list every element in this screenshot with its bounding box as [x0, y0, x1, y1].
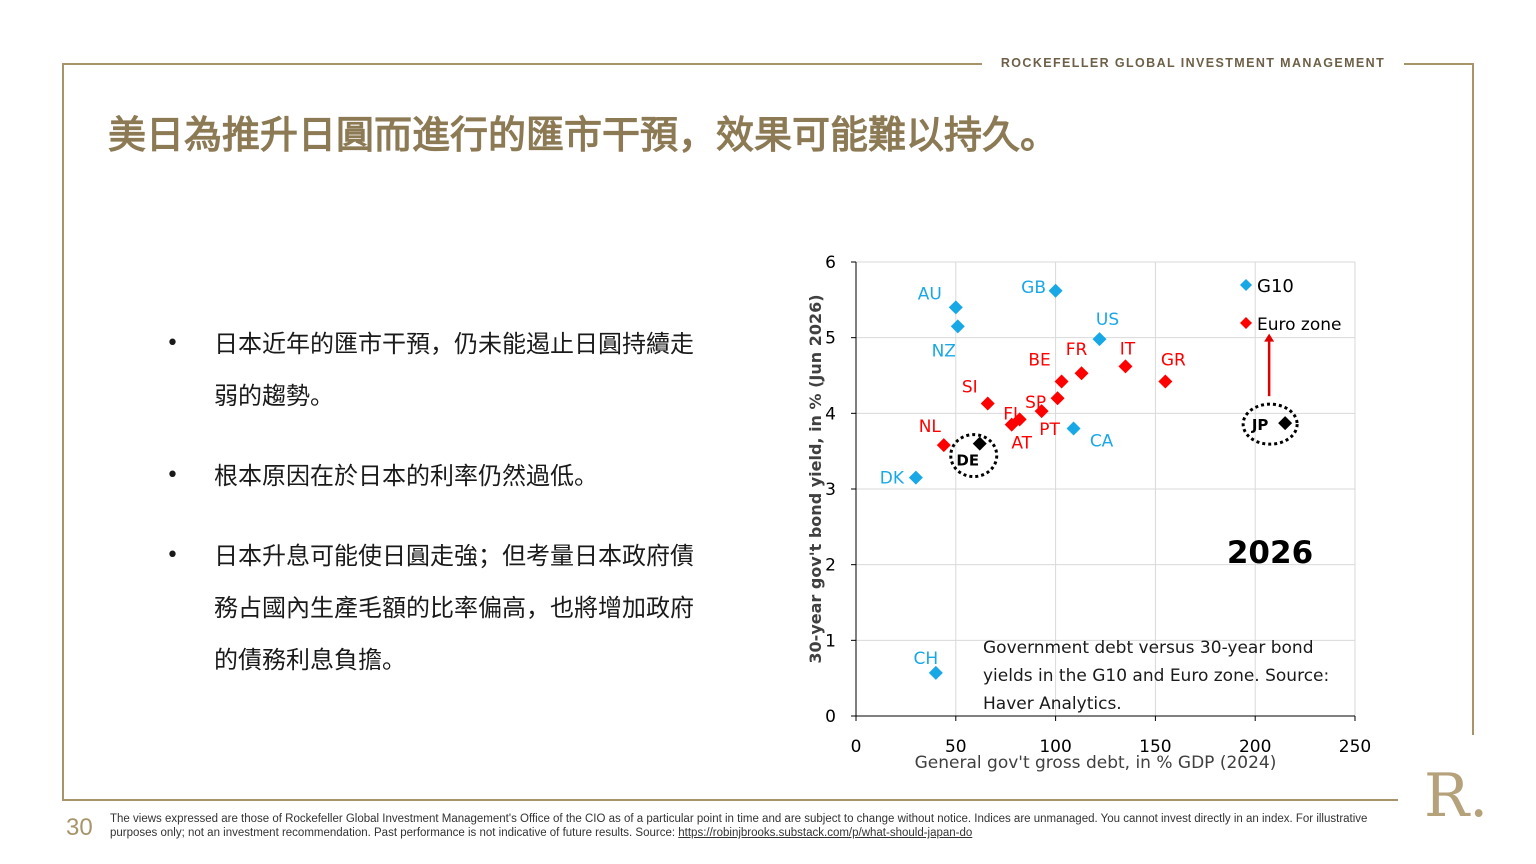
x-tick-label: 150 [1139, 737, 1171, 757]
chart-note-line: Haver Analytics. [983, 694, 1122, 714]
point-label-gr: GR [1161, 351, 1186, 371]
logo: R. [1424, 761, 1488, 824]
frame-left [62, 63, 64, 800]
data-point-gb [1048, 283, 1063, 298]
data-point-nl [936, 438, 951, 453]
y-tick-label: 1 [825, 631, 836, 651]
x-tick-label: 100 [1039, 737, 1071, 757]
frame-right [1472, 63, 1474, 735]
source-link[interactable]: https://robinjbrooks.substack.com/p/what… [678, 827, 973, 839]
data-point-at [1004, 417, 1019, 432]
frame-bottom [62, 799, 1398, 801]
point-label-ca: CA [1090, 431, 1114, 451]
point-label-be: BE [1028, 351, 1050, 371]
y-tick-label: 0 [825, 707, 836, 727]
point-label-au: AU [918, 284, 942, 304]
disclaimer-text: The views expressed are those of Rockefe… [110, 813, 1368, 839]
bullet-dot: • [166, 463, 179, 488]
bullet-item: • 日本近年的匯市干預，仍未能遏止日圓持續走弱的趨勢。 [160, 318, 700, 422]
x-tick-label: 250 [1339, 737, 1371, 757]
bullet-dot: • [166, 543, 179, 568]
brand-header: ROCKEFELLER GLOBAL INVESTMENT MANAGEMENT [988, 56, 1398, 72]
jp-arrow-head [1264, 333, 1275, 342]
point-label-dk: DK [880, 469, 905, 489]
x-tick-label: 0 [851, 737, 862, 757]
y-tick-label: 2 [825, 556, 836, 576]
point-label-nz: NZ [932, 341, 956, 361]
logo-text: R. [1424, 761, 1488, 824]
frame-top-right [1404, 63, 1474, 65]
point-label-pt: PT [1039, 420, 1060, 440]
frame-top-left [62, 63, 982, 65]
y-tick-label: 3 [825, 480, 836, 500]
scatter-chart: 0 1 2 3 4 5 6 0 50 100 150 200 250 General gov't gros… [790, 240, 1390, 780]
legend-marker-euro [1240, 317, 1252, 329]
bullet-text: 日本近年的匯市干預，仍未能遏止日圓持續走弱的趨勢。 [214, 330, 694, 410]
data-point-be [1054, 374, 1069, 389]
legend-label-euro: Euro zone [1257, 315, 1342, 335]
bullet-item: • 根本原因在於日本的利率仍然過低。 [160, 450, 700, 502]
data-point-nz [950, 319, 965, 334]
point-label-us: US [1096, 310, 1119, 330]
data-point-jp [1278, 416, 1293, 431]
x-tick-label: 50 [945, 737, 967, 757]
chart-note-line: Government debt versus 30-year bond [983, 638, 1314, 658]
point-label-fi: FI [1003, 404, 1018, 424]
y-tick-label: 4 [825, 404, 836, 424]
point-label-nl: NL [919, 417, 942, 437]
y-tick-label: 6 [825, 253, 836, 273]
data-point-si [980, 396, 995, 411]
data-point-gr [1158, 374, 1173, 389]
bullet-text: 根本原因在於日本的利率仍然過低。 [214, 462, 598, 490]
data-point-dk [908, 470, 923, 485]
bullet-list: • 日本近年的匯市干預，仍未能遏止日圓持續走弱的趨勢。 • 根本原因在於日本的利率仍… [160, 318, 700, 714]
data-point-de [972, 436, 987, 451]
legend-label-g10: G10 [1257, 276, 1294, 297]
data-point-pt [1034, 404, 1049, 419]
point-label-de: DE [956, 452, 979, 470]
bullet-item: • 日本升息可能使日圓走強；但考量日本政府債務占國內生產毛額的比率偏高，也將增加政… [160, 530, 700, 686]
data-point-fr [1074, 366, 1089, 381]
data-point-us [1092, 332, 1107, 347]
page-number: 30 [66, 814, 93, 841]
page-title: 美日為推升日圓而進行的匯市干預，效果可能難以持久。 [108, 112, 1059, 157]
de-highlight-circle [949, 433, 999, 479]
x-tick-label: 200 [1239, 737, 1271, 757]
point-label-ch: CH [914, 649, 939, 669]
chart-svg: 0 1 2 3 4 5 6 0 50 100 150 200 250 General gov't gros… [806, 253, 1371, 773]
data-point-au [948, 300, 963, 315]
data-point-ca [1066, 421, 1081, 436]
point-label-jp: JP [1251, 416, 1269, 434]
legend-marker-g10 [1240, 279, 1252, 291]
point-label-si: SI [962, 377, 978, 397]
point-label-at: AT [1011, 434, 1032, 454]
data-point-ch [928, 665, 943, 680]
y-tick-label: 5 [825, 329, 836, 349]
bullet-text: 日本升息可能使日圓走強；但考量日本政府債務占國內生產毛額的比率偏高，也將增加政府… [214, 542, 694, 674]
bullet-dot: • [166, 331, 179, 356]
year-annotation: 2026 [1227, 535, 1313, 571]
point-label-fr: FR [1066, 340, 1088, 360]
point-label-gb: GB [1021, 278, 1046, 298]
y-axis-title: 30-year gov't bond yield, in % (Jun 2026… [806, 294, 825, 663]
point-label-it: IT [1120, 339, 1136, 359]
data-point-it [1118, 359, 1133, 374]
disclaimer: The views expressed are those of Rockefe… [110, 812, 1400, 840]
x-axis-title: General gov't gross debt, in % GDP (2024… [915, 753, 1277, 773]
chart-note-line: yields in the G10 and Euro zone. Source: [983, 666, 1329, 686]
data-point-sp [1050, 391, 1065, 406]
